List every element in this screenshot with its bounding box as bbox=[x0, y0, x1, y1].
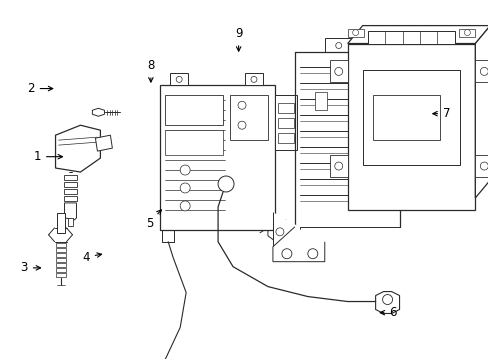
Bar bbox=[57, 213, 64, 233]
Circle shape bbox=[334, 67, 342, 75]
Circle shape bbox=[180, 183, 190, 193]
Text: 6: 6 bbox=[379, 306, 396, 319]
Polygon shape bbox=[272, 227, 324, 262]
Bar bbox=[244, 73, 263, 85]
Circle shape bbox=[479, 162, 488, 170]
Circle shape bbox=[250, 76, 256, 82]
Circle shape bbox=[180, 201, 190, 211]
Text: 8: 8 bbox=[147, 59, 154, 82]
Bar bbox=[474, 60, 488, 82]
Bar bbox=[277, 103, 293, 113]
Circle shape bbox=[275, 228, 284, 236]
Polygon shape bbox=[92, 108, 104, 116]
Polygon shape bbox=[474, 26, 488, 198]
Circle shape bbox=[176, 76, 182, 82]
Polygon shape bbox=[375, 292, 399, 314]
Circle shape bbox=[335, 42, 341, 49]
Bar bbox=[474, 155, 488, 177]
Bar bbox=[324, 37, 352, 53]
Bar bbox=[165, 95, 223, 125]
Text: 7: 7 bbox=[432, 107, 449, 120]
Circle shape bbox=[281, 249, 291, 259]
Polygon shape bbox=[64, 203, 76, 220]
Polygon shape bbox=[56, 273, 65, 276]
Polygon shape bbox=[63, 189, 77, 194]
Bar bbox=[274, 95, 296, 150]
Circle shape bbox=[218, 176, 234, 192]
Circle shape bbox=[238, 121, 245, 129]
Bar bbox=[160, 85, 274, 230]
Bar bbox=[277, 118, 293, 128]
Text: 9: 9 bbox=[234, 27, 242, 51]
Polygon shape bbox=[56, 125, 100, 172]
Polygon shape bbox=[56, 248, 65, 252]
Polygon shape bbox=[56, 258, 65, 262]
Polygon shape bbox=[67, 218, 73, 226]
Circle shape bbox=[180, 165, 190, 175]
Polygon shape bbox=[56, 268, 65, 272]
Circle shape bbox=[382, 294, 392, 305]
Text: 2: 2 bbox=[27, 82, 53, 95]
Polygon shape bbox=[56, 253, 65, 257]
Bar bbox=[347, 28, 363, 37]
Polygon shape bbox=[63, 175, 77, 180]
Circle shape bbox=[307, 249, 317, 259]
Polygon shape bbox=[347, 26, 488, 44]
Bar bbox=[458, 28, 474, 37]
Polygon shape bbox=[56, 243, 65, 247]
Bar bbox=[372, 95, 440, 140]
Circle shape bbox=[464, 30, 469, 36]
Polygon shape bbox=[162, 230, 174, 242]
Bar bbox=[165, 130, 223, 155]
Bar bbox=[367, 31, 454, 44]
Bar bbox=[362, 71, 459, 165]
Bar bbox=[229, 95, 267, 140]
Text: 4: 4 bbox=[82, 251, 102, 264]
Bar bbox=[329, 60, 347, 82]
Bar bbox=[277, 133, 293, 143]
Circle shape bbox=[479, 67, 488, 75]
Bar bbox=[329, 155, 347, 177]
Polygon shape bbox=[272, 212, 299, 247]
Text: 1: 1 bbox=[34, 150, 62, 163]
Circle shape bbox=[352, 30, 358, 36]
Text: 3: 3 bbox=[20, 261, 41, 274]
Bar bbox=[170, 73, 188, 85]
Circle shape bbox=[238, 101, 245, 109]
Polygon shape bbox=[267, 220, 289, 242]
Bar bbox=[314, 92, 326, 110]
Polygon shape bbox=[56, 263, 65, 267]
Polygon shape bbox=[63, 196, 77, 201]
Circle shape bbox=[334, 162, 342, 170]
Polygon shape bbox=[95, 135, 112, 151]
Text: 5: 5 bbox=[145, 210, 161, 230]
Polygon shape bbox=[63, 182, 77, 187]
Bar bbox=[347, 44, 474, 210]
